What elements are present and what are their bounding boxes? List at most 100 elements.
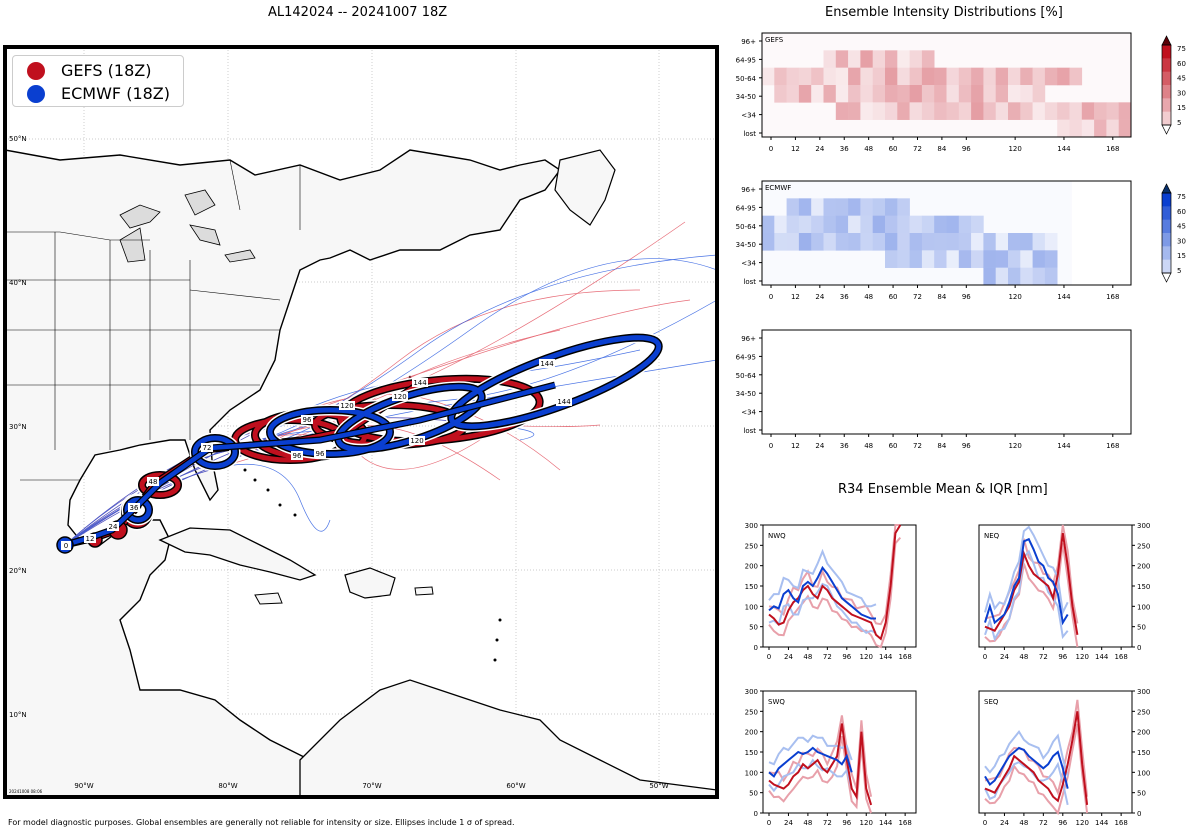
heatmap-xtick: 168 bbox=[1106, 442, 1119, 450]
heatmap-xtick: 120 bbox=[1008, 145, 1021, 153]
heatmap-xtick: 144 bbox=[1057, 442, 1071, 450]
r34-ytick: 300 bbox=[745, 688, 758, 696]
heatmap-xtick: 120 bbox=[1008, 442, 1021, 450]
heatmap-ytick: lost bbox=[743, 278, 756, 286]
r34-quadrant-label: NWQ bbox=[768, 532, 786, 540]
r34-ytick: 200 bbox=[1137, 563, 1150, 571]
r34-xtick: 0 bbox=[983, 653, 987, 661]
hispaniola bbox=[344, 567, 396, 599]
cuba bbox=[158, 527, 317, 581]
heatmap-title: GEFS bbox=[765, 36, 784, 44]
gefs-iqr-line bbox=[768, 735, 873, 814]
gefs-hour-12: 12 bbox=[86, 535, 95, 543]
heatmap-xtick: 96 bbox=[962, 442, 971, 450]
r34-quadrant-label: SEQ bbox=[984, 698, 999, 706]
r34-xtick: 48 bbox=[803, 819, 812, 827]
r34-xtick: 48 bbox=[1019, 819, 1028, 827]
heatmap-xtick: 24 bbox=[815, 293, 824, 301]
heatmap-ytick: lost bbox=[743, 427, 756, 435]
colorbar-tick: 5 bbox=[1177, 119, 1181, 127]
heatmap-xtick: 72 bbox=[913, 293, 922, 301]
ecmwf-ellipses bbox=[121, 332, 665, 526]
legend-label-gefs: GEFS (18Z) bbox=[61, 61, 152, 80]
r34-xtick: 144 bbox=[1095, 819, 1109, 827]
gefs-iqr-line bbox=[984, 543, 1079, 648]
puerto-rico bbox=[414, 586, 434, 596]
r34-ytick: 150 bbox=[1137, 583, 1150, 591]
r34-ytick: 200 bbox=[1137, 729, 1150, 737]
ecmwf-iqr-line bbox=[984, 525, 1069, 616]
legend-label-ecmwf: ECMWF (18Z) bbox=[61, 84, 170, 103]
r34-xtick: 24 bbox=[1000, 819, 1009, 827]
gefs-mean-line bbox=[768, 723, 873, 806]
heatmap-xtick: 0 bbox=[769, 293, 773, 301]
heatmap-xtick: 36 bbox=[840, 442, 849, 450]
lon-label-90: 90°W bbox=[74, 782, 93, 790]
heatmap-xtick: 60 bbox=[889, 293, 898, 301]
heatmap-xtick: 0 bbox=[769, 145, 773, 153]
heatmap-xtick: 84 bbox=[937, 145, 946, 153]
r34-xtick: 168 bbox=[1114, 819, 1127, 827]
colorbar-band bbox=[1162, 246, 1171, 261]
gefs-hour-96b: 96 bbox=[303, 416, 312, 424]
heatmap-ytick: 34-50 bbox=[736, 390, 756, 398]
heatmap-ytick: 64-95 bbox=[736, 204, 756, 212]
ecmwf-hour-144a: 144 bbox=[540, 360, 554, 368]
r34-panel-swq: SWQ 0 24 48 72 96 120 144 168 300 250 200 150 100 50 0 bbox=[745, 688, 917, 827]
r34-xtick: 168 bbox=[898, 653, 911, 661]
colorbar-tick: 45 bbox=[1177, 75, 1186, 83]
south-america bbox=[299, 679, 717, 797]
r34-xtick: 24 bbox=[784, 653, 793, 661]
r34-xtick: 120 bbox=[1076, 653, 1089, 661]
newfoundland bbox=[554, 149, 616, 226]
colorbar-band bbox=[1162, 206, 1171, 221]
heatmap-xtick: 24 bbox=[815, 145, 824, 153]
heatmap-xtick: 144 bbox=[1057, 145, 1071, 153]
heatmap-ytick: <34 bbox=[741, 112, 756, 120]
heatmap-ytick: <34 bbox=[741, 409, 756, 417]
r34-xtick: 120 bbox=[1076, 819, 1089, 827]
heatmap-xtick: 12 bbox=[791, 442, 800, 450]
colorbar-band bbox=[1162, 45, 1171, 59]
r34-xtick: 96 bbox=[842, 653, 851, 661]
r34-xtick: 96 bbox=[1058, 819, 1067, 827]
heatmap-xtick: 168 bbox=[1106, 145, 1119, 153]
heatmap-xtick: 0 bbox=[769, 442, 773, 450]
lon-label-60: 60°W bbox=[506, 782, 525, 790]
gefs-iqr-line bbox=[984, 723, 1089, 816]
heatmap-xtick: 144 bbox=[1057, 293, 1071, 301]
gefs-hour-96a: 96 bbox=[293, 452, 302, 460]
map-legend: GEFS (18Z) ECMWF (18Z) bbox=[12, 55, 184, 107]
r34-ytick: 0 bbox=[754, 810, 758, 818]
gefs-hour-144: 144 bbox=[413, 379, 427, 387]
heatmap-xtick: 48 bbox=[864, 293, 873, 301]
r34-ytick: 300 bbox=[1137, 688, 1150, 696]
r34-ytick: 250 bbox=[745, 708, 758, 716]
heatmap-xtick: 36 bbox=[840, 293, 849, 301]
heatmap-xtick: 96 bbox=[962, 293, 971, 301]
heatmap-ytick: 50-64 bbox=[736, 75, 757, 83]
heatmap-ytick: 50-64 bbox=[736, 372, 757, 380]
legend-dot-ecmwf bbox=[27, 84, 45, 103]
footnote: For model diagnostic purposes. Global en… bbox=[8, 818, 515, 827]
lon-label-50: 50°W bbox=[649, 782, 668, 790]
heatmap-xtick: 84 bbox=[937, 442, 946, 450]
intensity-heatmap-1: GEFS 96+ 64-95 50-64 34-50 <34 lost 0 12 24 36 48 60… bbox=[736, 32, 1186, 153]
great-lakes bbox=[119, 189, 256, 263]
r34-xtick: 0 bbox=[767, 653, 771, 661]
r34-ytick: 150 bbox=[1137, 749, 1150, 757]
ecmwf-mean-line bbox=[984, 537, 1069, 626]
r34-ytick: 0 bbox=[754, 644, 758, 652]
r34-ytick: 0 bbox=[1137, 644, 1141, 652]
heatmap-xtick: 60 bbox=[889, 145, 898, 153]
heatmap-ytick: 96+ bbox=[741, 335, 756, 343]
r34-xtick: 72 bbox=[1039, 653, 1048, 661]
r34-xtick: 0 bbox=[983, 819, 987, 827]
r34-xtick: 144 bbox=[879, 653, 893, 661]
heatmap-ytick: 34-50 bbox=[736, 93, 756, 101]
r34-xtick: 144 bbox=[879, 819, 893, 827]
heatmap-xtick: 12 bbox=[791, 293, 800, 301]
forecast-hour-labels: 0 12 24 36 48 72 96 96 120 120 144 96 12… bbox=[61, 359, 572, 550]
colorbar-tick: 5 bbox=[1177, 267, 1181, 275]
gefs-hour-48: 48 bbox=[149, 478, 158, 486]
